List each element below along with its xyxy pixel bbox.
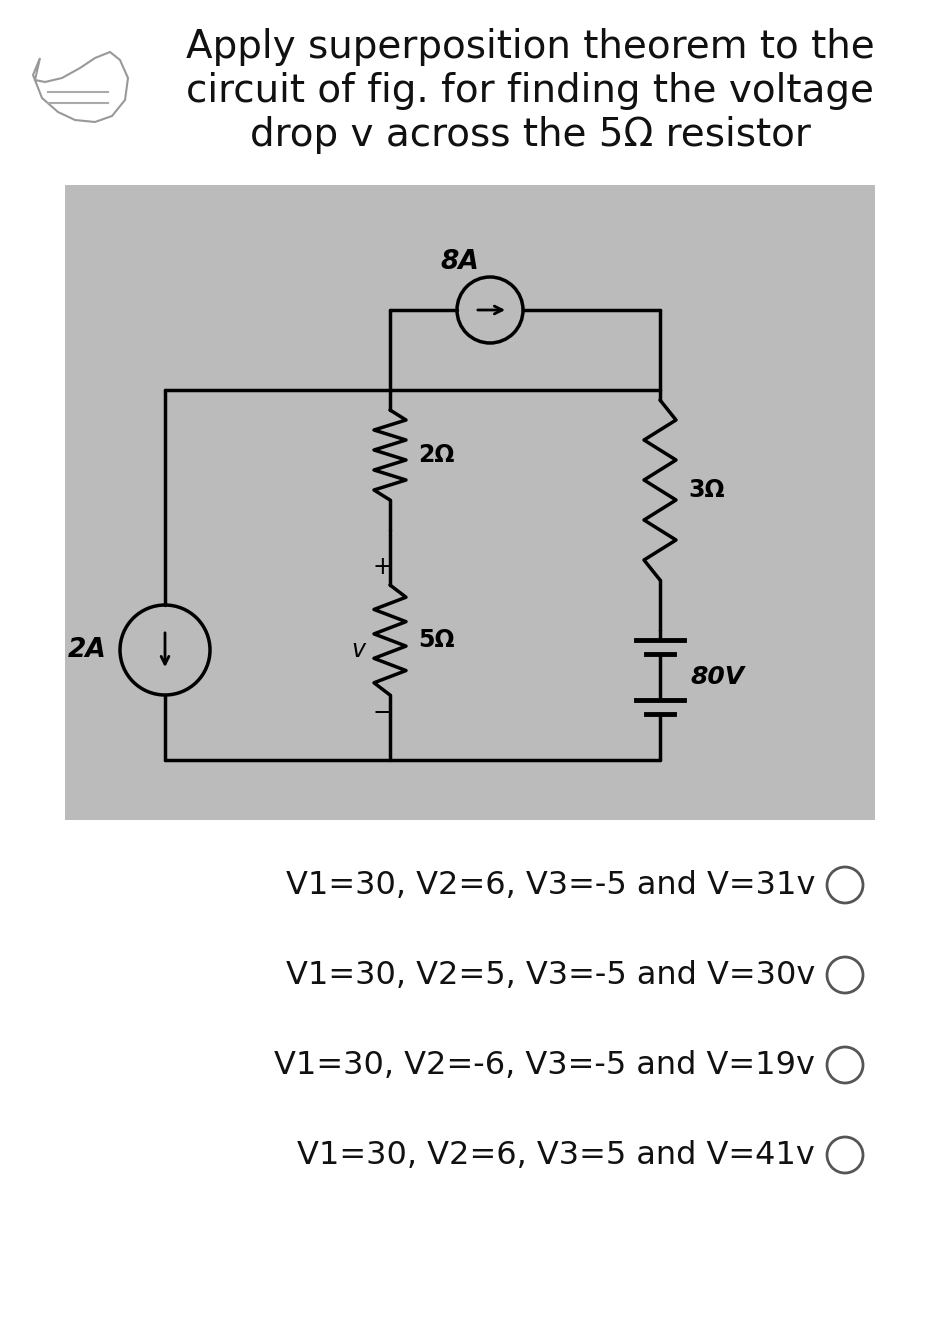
Text: 5Ω: 5Ω [418, 629, 454, 651]
Text: Apply superposition theorem to the: Apply superposition theorem to the [186, 28, 874, 66]
Text: V1=30, V2=6, V3=5 and V=41v: V1=30, V2=6, V3=5 and V=41v [297, 1139, 815, 1171]
Text: V1=30, V2=-6, V3=-5 and V=19v: V1=30, V2=-6, V3=-5 and V=19v [274, 1049, 815, 1081]
Text: drop v across the 5Ω resistor: drop v across the 5Ω resistor [250, 115, 811, 154]
Text: v: v [351, 638, 365, 662]
Bar [65, 185, 875, 821]
Text: 80V: 80V [690, 665, 744, 689]
Text: V1=30, V2=6, V3=-5 and V=31v: V1=30, V2=6, V3=-5 and V=31v [285, 869, 815, 901]
Text: 8A: 8A [440, 248, 480, 275]
Text: V1=30, V2=5, V3=-5 and V=30v: V1=30, V2=5, V3=-5 and V=30v [285, 959, 815, 991]
Text: −: − [372, 701, 392, 725]
Text: +: + [372, 555, 392, 579]
Text: 2Ω: 2Ω [418, 443, 454, 467]
Text: circuit of fig. for finding the voltage: circuit of fig. for finding the voltage [186, 73, 874, 110]
Text: 2A: 2A [68, 637, 107, 663]
Text: 3Ω: 3Ω [688, 478, 725, 502]
